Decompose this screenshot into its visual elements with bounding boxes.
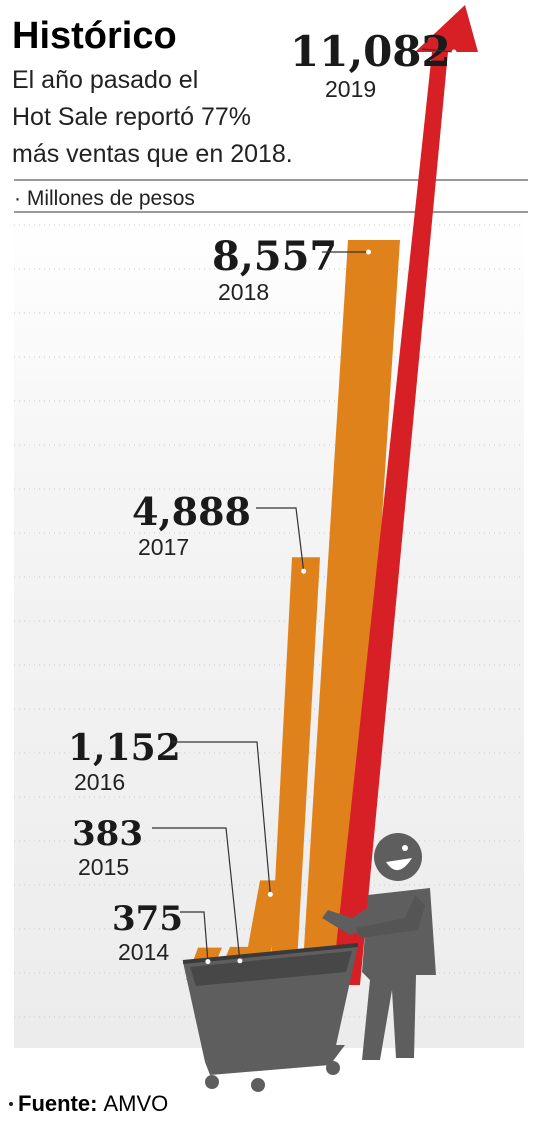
leader-dot-2014 — [205, 959, 211, 965]
shopping-cart-figure — [182, 833, 436, 1092]
leader-line-2015 — [152, 827, 241, 961]
source-bullet — [9, 1102, 13, 1106]
year-label-2015: 2015 — [78, 854, 129, 880]
value-label-2015: 383 — [72, 814, 143, 854]
year-label-2016: 2016 — [74, 769, 125, 795]
leader-line-2019 — [421, 48, 455, 53]
chart-title: Histórico — [12, 15, 177, 57]
bar-2018 — [302, 240, 400, 980]
cart-wheel-back — [326, 1061, 340, 1075]
value-label-2014: 375 — [112, 899, 183, 939]
year-label-2018: 2018 — [218, 279, 269, 305]
year-label-2014: 2014 — [118, 939, 169, 965]
subtitle-line-3: más ventas que en 2018. — [12, 140, 293, 168]
value-label-2016: 1,152 — [68, 727, 181, 769]
leader-dot-2018 — [366, 249, 371, 255]
bar-2019 — [332, 5, 478, 985]
cart-wheel-left — [205, 1075, 219, 1089]
shopper-eye — [402, 845, 408, 851]
unit-label: · Millones de pesos — [14, 187, 195, 210]
cart-wheel-right — [251, 1078, 265, 1092]
leader-dot-2016 — [267, 891, 273, 897]
leader-line-2017 — [256, 507, 305, 572]
leader-line-2014 — [180, 911, 209, 962]
leader-dot-2017 — [301, 568, 307, 574]
shopper-smile — [386, 858, 412, 871]
value-label-2018: 8,557 — [212, 233, 337, 280]
growth-arrow — [332, 5, 478, 985]
cart-frame — [205, 1045, 345, 1075]
subtitle-line-1: El año pasado el — [12, 66, 198, 94]
cart-basket-inner — [190, 951, 352, 986]
year-label-2017: 2017 — [138, 534, 189, 560]
source-label: Fuente: — [18, 1091, 97, 1116]
source-line: Fuente: AMVO — [18, 1091, 168, 1116]
year-label-2019: 2019 — [325, 76, 376, 102]
value-label-2019: 11,082 — [290, 27, 451, 76]
cart-rim — [182, 943, 359, 964]
shopper-head — [374, 833, 422, 881]
leader-dot-2015 — [237, 958, 243, 964]
value-labels: 375201438320151,15220164,88820178,557201… — [68, 27, 457, 965]
leader-dot-2019 — [451, 49, 457, 55]
grid-lines — [14, 224, 524, 1018]
bar-2017 — [270, 557, 320, 980]
shopper-arm-rear — [356, 895, 425, 938]
leader-line-2016 — [172, 741, 271, 895]
source-value: AMVO — [103, 1091, 168, 1116]
subtitle-line-2: Hot Sale reportó 77% — [12, 103, 251, 131]
value-label-2017: 4,888 — [132, 489, 251, 534]
